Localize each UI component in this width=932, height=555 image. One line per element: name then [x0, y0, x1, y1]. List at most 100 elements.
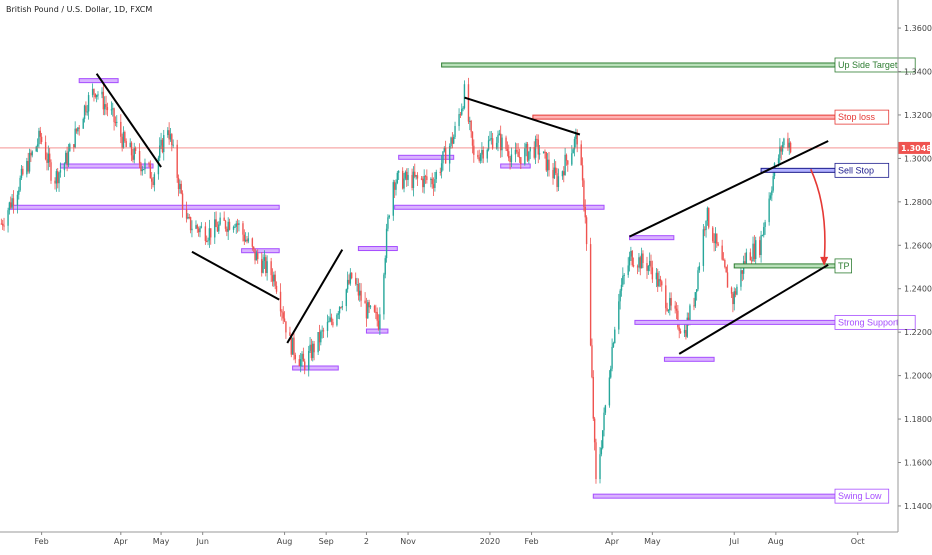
candle-body: [11, 198, 13, 208]
candle-body: [491, 138, 494, 149]
candle-body: [181, 193, 184, 210]
time-tick-label: Jun: [195, 537, 209, 546]
candle-body: [157, 157, 160, 175]
candle-body: [454, 126, 456, 137]
candle-body: [745, 252, 748, 264]
candle-body: [274, 274, 276, 286]
candle-body: [346, 279, 349, 290]
candle-body: [208, 228, 211, 241]
candle-body: [357, 284, 360, 296]
candle-body: [753, 243, 756, 259]
candle-body: [618, 301, 620, 330]
candle-body: [611, 346, 613, 369]
candle-body: [65, 152, 67, 164]
candle-body: [736, 286, 738, 295]
candle-body: [631, 250, 633, 266]
level-label: TP: [838, 261, 850, 271]
candle-body: [350, 272, 353, 279]
candle-body: [442, 151, 444, 164]
candle-body: [451, 137, 454, 144]
candle-body: [764, 222, 766, 228]
price-tick-label: 1.28000: [904, 198, 932, 207]
candle-body: [187, 216, 189, 219]
level-label-box: [834, 488, 890, 504]
candle-body: [236, 223, 239, 225]
candle-body: [733, 291, 735, 305]
candle-body: [22, 168, 24, 175]
candle-body: [273, 274, 275, 282]
candle-body: [122, 132, 125, 148]
candle-body: [106, 107, 109, 111]
candle-body: [18, 190, 20, 195]
candle-body: [66, 152, 68, 166]
candle-body: [163, 135, 165, 153]
candle-body: [771, 190, 773, 196]
candle-body: [234, 226, 236, 228]
candle-body: [35, 146, 37, 152]
candle-body: [548, 159, 550, 171]
candle-body: [148, 162, 150, 164]
candle-body: [142, 169, 145, 171]
candle-body: [584, 206, 586, 218]
candle-body: [695, 289, 698, 293]
candle-body: [345, 289, 348, 307]
price-tick-label: 1.36000: [904, 24, 932, 33]
candle-body: [669, 298, 671, 311]
candle-body: [781, 144, 784, 152]
candle-body: [321, 330, 323, 332]
candle-body: [657, 272, 659, 287]
candle-body: [246, 239, 248, 242]
candle-body: [218, 224, 220, 232]
candle-body: [384, 258, 386, 275]
candle-body: [528, 151, 530, 161]
candle-body: [144, 162, 146, 170]
candle-body: [555, 167, 557, 174]
candle-body: [3, 225, 5, 227]
candle-body: [655, 272, 658, 280]
support-resistance-zone: [663, 356, 715, 362]
candle-body: [263, 257, 266, 261]
support-resistance-zone: [394, 204, 605, 210]
candle-body: [423, 176, 425, 188]
candle-body: [149, 163, 152, 179]
candle-body: [294, 354, 297, 360]
candle-body: [726, 272, 729, 288]
candle-body: [620, 284, 623, 291]
time-tick-label: Apr: [605, 537, 620, 546]
candle-body: [27, 160, 29, 172]
candle-body: [270, 261, 272, 276]
candle-body: [1, 223, 4, 226]
candle-body: [87, 95, 90, 112]
candle-body: [281, 311, 283, 313]
candle-body: [388, 215, 390, 218]
candle-body: [379, 314, 381, 330]
candle-body: [26, 160, 28, 175]
candle-body: [10, 202, 12, 208]
candle-body: [444, 147, 447, 164]
candle-body: [235, 223, 237, 227]
candle-body: [58, 172, 60, 184]
candle-body: [734, 291, 737, 295]
candle-body: [159, 145, 161, 158]
candle-body: [262, 260, 264, 273]
candle-body: [243, 234, 245, 242]
candle-body: [228, 221, 231, 230]
candle-body: [179, 183, 181, 190]
candle-body: [518, 156, 521, 158]
candle-body: [642, 253, 644, 264]
candle-body: [200, 226, 203, 228]
candle-body: [242, 223, 244, 235]
candle-body: [600, 447, 603, 455]
support-resistance-zone: [365, 328, 389, 334]
candle-body: [328, 321, 330, 323]
candle-body: [424, 176, 427, 178]
candle-body: [12, 198, 15, 206]
candle-body: [349, 272, 352, 284]
candle-body: [768, 198, 770, 223]
candle-body: [435, 171, 437, 180]
candle-body: [489, 139, 491, 141]
time-tick-label: Nov: [400, 537, 416, 546]
candle-body: [565, 154, 568, 161]
